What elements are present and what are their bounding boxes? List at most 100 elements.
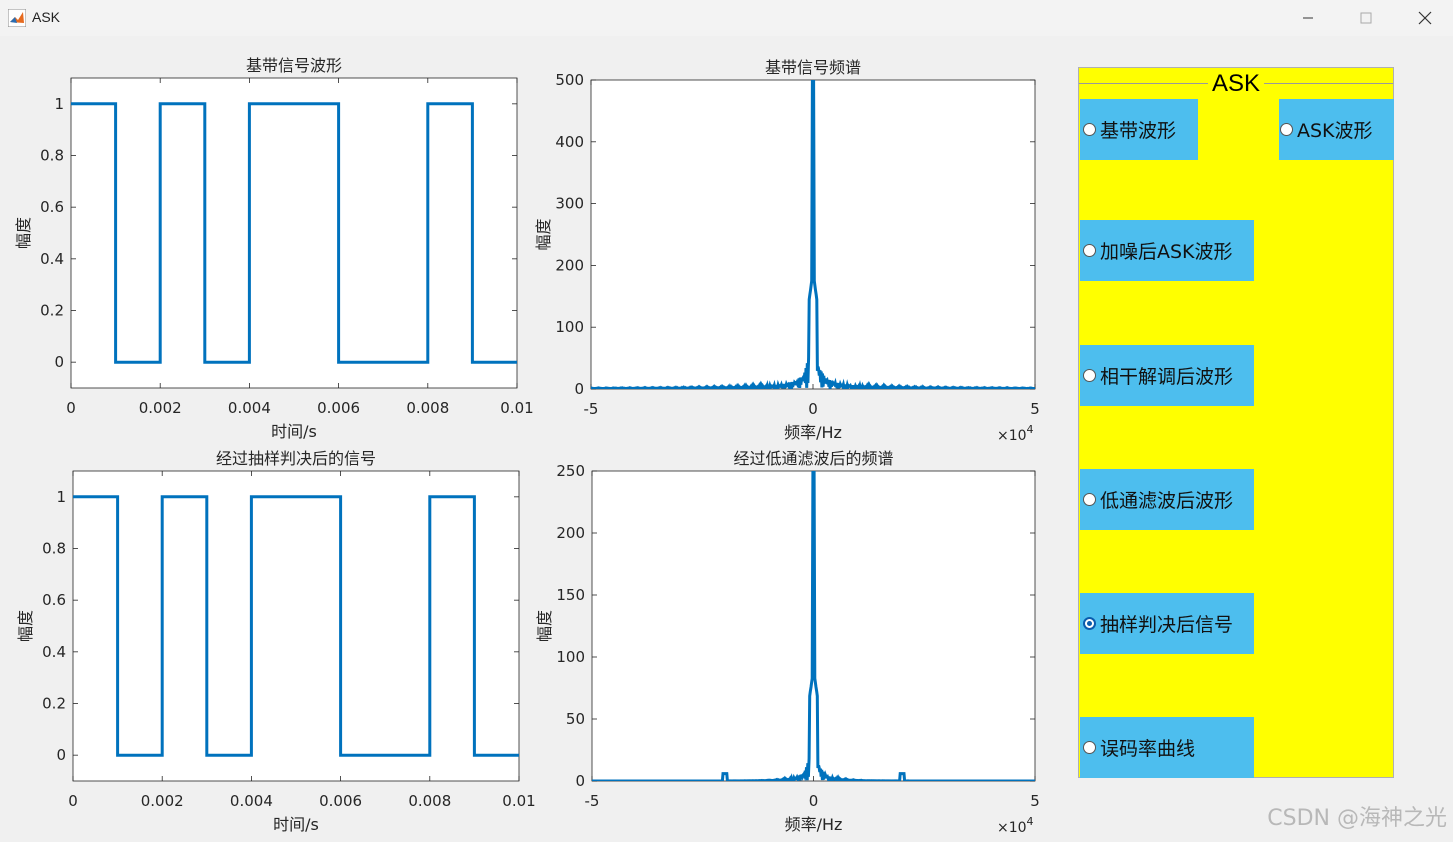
y-tick-label: 1: [54, 95, 64, 113]
x-tick-label: 5: [1030, 400, 1040, 418]
y-tick-label: 400: [555, 133, 584, 151]
radio-sampling-decision-signal[interactable]: 抽样判决后信号: [1080, 593, 1254, 654]
chart-title: 经过低通滤波后的频谱: [733, 449, 893, 468]
x-tick-label: 0.008: [406, 399, 449, 417]
x-tick-label: 0.002: [141, 792, 184, 810]
panel-title: ASK: [1207, 69, 1265, 99]
radio-circle-icon[interactable]: [1280, 123, 1293, 136]
y-axis-label: 幅度: [14, 217, 33, 249]
y-tick-label: 0: [575, 772, 585, 790]
radio-circle-selected-icon[interactable]: [1083, 617, 1096, 630]
x-tick-label: 0.01: [502, 792, 535, 810]
maximize-button[interactable]: [1336, 0, 1396, 36]
x-tick-label: 0.008: [408, 792, 451, 810]
y-tick-label: 0: [54, 353, 64, 371]
radio-noisy-ask-waveform[interactable]: 加噪后ASK波形: [1080, 220, 1254, 281]
chart-title: 基带信号频谱: [765, 58, 861, 77]
x-tick-label: 0.01: [500, 399, 533, 417]
x-tick-label: 5: [1030, 792, 1040, 810]
radio-circle-icon[interactable]: [1083, 244, 1096, 257]
series-line: [73, 495, 519, 757]
y-tick-label: 150: [556, 586, 585, 604]
figure-area: 基带信号波形 时间/s 幅度 0 0.002 0.004 0.006 0.008 0.01 0 0.…: [0, 36, 1453, 842]
x-tick-label: 0.004: [228, 399, 271, 417]
x-axis-label: 时间/s: [273, 815, 319, 834]
y-tick-label: 0.2: [40, 302, 64, 320]
x-tick-label: 0: [66, 399, 76, 417]
y-tick-label: 0: [56, 746, 66, 764]
y-tick-label: 1: [56, 488, 66, 506]
radio-circle-icon[interactable]: [1083, 369, 1096, 382]
ask-button-group: ASK 基带波形 ASK波形 加噪后ASK波形 相干解调后波形 低通滤波后波形 …: [1078, 67, 1394, 778]
x-tick-label: 0.004: [230, 792, 273, 810]
window-title: ASK: [32, 9, 61, 25]
radio-label: 基带波形: [1100, 120, 1177, 142]
y-tick-label: 300: [555, 195, 584, 213]
window-titlebar: ASK: [0, 0, 1453, 36]
y-tick-label: 0: [574, 380, 584, 398]
chart-title: 基带信号波形: [246, 56, 342, 75]
minimize-icon: [1303, 17, 1313, 19]
x-tick-label: 0.006: [317, 399, 360, 417]
y-axis-label: 幅度: [16, 610, 35, 642]
close-icon: [1418, 11, 1432, 25]
y-tick-label: 200: [555, 256, 584, 274]
close-button[interactable]: [1395, 0, 1453, 36]
x-axis-label: 频率/Hz: [785, 815, 843, 834]
y-tick-label: 200: [556, 524, 585, 542]
y-tick-label: 0.8: [42, 540, 66, 558]
y-tick-label: 0.6: [42, 591, 66, 609]
radio-label: 低通滤波后波形: [1100, 490, 1234, 512]
radio-circle-icon[interactable]: [1083, 493, 1096, 506]
x-exponent-label: ×104: [997, 815, 1034, 836]
y-tick-label: 50: [566, 710, 585, 728]
radio-label: 加噪后ASK波形: [1100, 241, 1233, 263]
radio-label: 误码率曲线: [1100, 738, 1196, 760]
watermark: CSDN @海神之光: [1267, 806, 1447, 831]
x-tick-label: -5: [584, 400, 599, 418]
y-axis-label: 幅度: [534, 218, 553, 250]
matlab-icon: [8, 9, 26, 27]
x-tick-label: 0.006: [319, 792, 362, 810]
x-tick-label: 0: [68, 792, 78, 810]
y-tick-label: 0.6: [40, 198, 64, 216]
series-line: [71, 102, 517, 364]
y-axis-label: 幅度: [535, 610, 554, 642]
y-tick-label: 0.2: [42, 695, 66, 713]
y-tick-label: 0.4: [40, 250, 64, 268]
chart-title: 经过抽样判决后的信号: [216, 449, 376, 468]
plot-area: [70, 77, 518, 389]
radio-circle-icon[interactable]: [1083, 123, 1096, 136]
radio-lowpass-waveform[interactable]: 低通滤波后波形: [1080, 469, 1254, 530]
radio-ask-waveform[interactable]: ASK波形: [1279, 99, 1394, 160]
x-tick-label: 0.002: [139, 399, 182, 417]
x-exponent-label: ×104: [997, 423, 1034, 444]
radio-coherent-demod-waveform[interactable]: 相干解调后波形: [1080, 345, 1254, 406]
y-tick-label: 250: [556, 462, 585, 480]
radio-circle-icon[interactable]: [1083, 741, 1096, 754]
y-tick-label: 500: [555, 71, 584, 89]
radio-ber-curve[interactable]: 误码率曲线: [1080, 717, 1254, 778]
radio-label: ASK波形: [1297, 120, 1373, 142]
radio-baseband-waveform[interactable]: 基带波形: [1080, 99, 1198, 160]
x-tick-label: 0: [809, 792, 819, 810]
x-axis-label: 频率/Hz: [784, 423, 842, 442]
y-tick-label: 0.4: [42, 643, 66, 661]
minimize-button[interactable]: [1278, 0, 1338, 36]
maximize-icon: [1360, 12, 1372, 24]
radio-label: 相干解调后波形: [1100, 366, 1234, 388]
x-tick-label: 0: [808, 400, 818, 418]
x-axis-label: 时间/s: [271, 422, 317, 441]
radio-label: 抽样判决后信号: [1100, 614, 1234, 636]
x-tick-label: -5: [585, 792, 600, 810]
plot-area: [72, 470, 520, 782]
y-tick-label: 100: [555, 318, 584, 336]
y-tick-label: 100: [556, 648, 585, 666]
y-tick-label: 0.8: [40, 147, 64, 165]
series-line: [591, 80, 1035, 389]
